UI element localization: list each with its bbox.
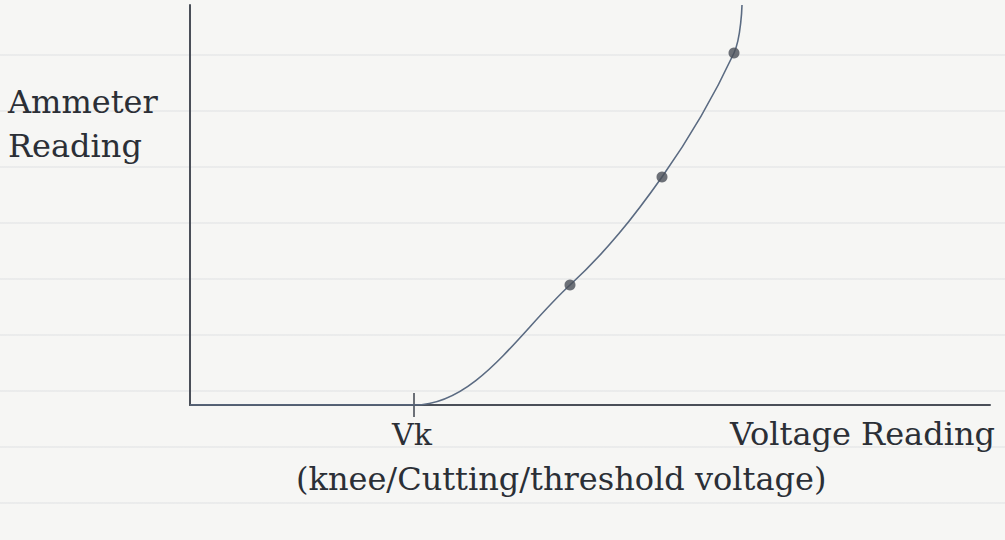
svg-text:Ammeter: Ammeter xyxy=(7,83,159,121)
svg-text:Voltage Reading: Voltage Reading xyxy=(729,415,995,453)
svg-text:Vk: Vk xyxy=(391,417,433,452)
svg-text:Reading: Reading xyxy=(8,127,142,165)
svg-text:(knee/Cutting/threshold voltag: (knee/Cutting/threshold voltage) xyxy=(296,460,826,498)
